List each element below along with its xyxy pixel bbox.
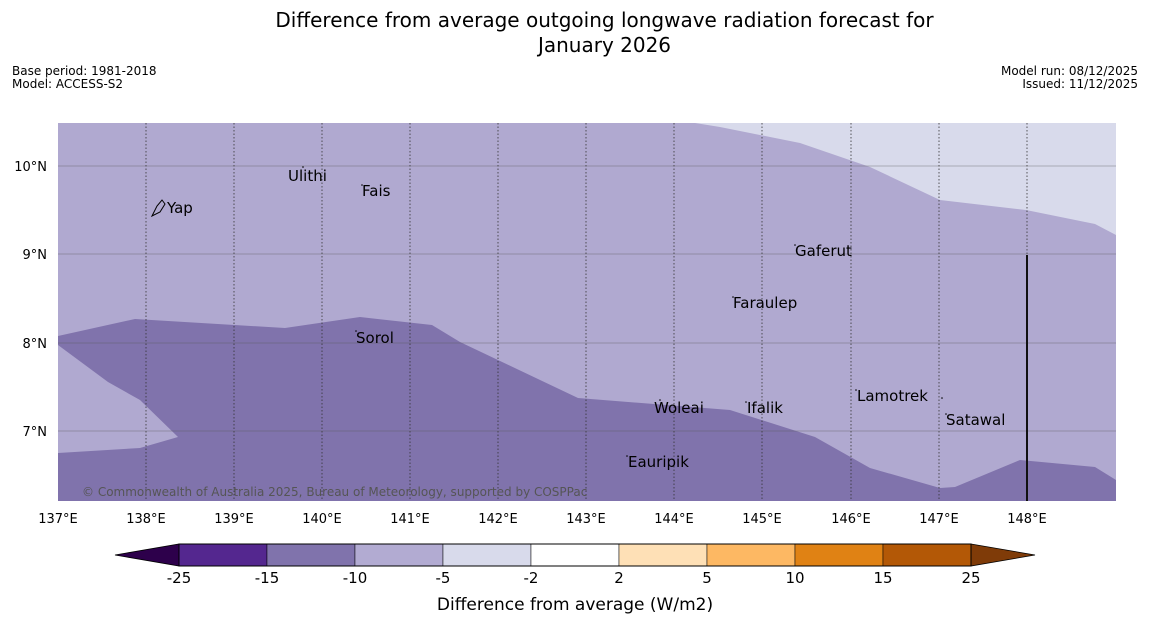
lon-label-139e: 139°E bbox=[214, 512, 254, 527]
colorbar-tick: -25 bbox=[167, 569, 192, 587]
title-line-2: January 2026 bbox=[537, 33, 672, 57]
lon-label-146e: 146°E bbox=[831, 512, 871, 527]
colorbar-segment bbox=[882, 543, 972, 567]
model-name: Model: ACCESS-S2 bbox=[12, 77, 124, 91]
copyright-notice: © Commonwealth of Australia 2025, Bureau… bbox=[82, 485, 587, 499]
chart-title: Difference from average outgoing longwav… bbox=[0, 8, 1150, 58]
place-yap: Yap bbox=[166, 199, 193, 217]
place-ifalik: Ifalik bbox=[747, 399, 783, 417]
region-light-lavender bbox=[695, 123, 1116, 235]
lat-gridlines bbox=[58, 165, 1116, 432]
colorbar-tick: -15 bbox=[255, 569, 280, 587]
lon-label-138e: 138°E bbox=[126, 512, 166, 527]
place-woleai: Woleai bbox=[654, 399, 704, 417]
place-fais: Fais bbox=[362, 182, 391, 200]
lon-label-147e: 147°E bbox=[919, 512, 959, 527]
meta-right: Model run: 08/12/2025 Issued: 11/12/2025 bbox=[1001, 65, 1138, 91]
lon-label-137e: 137°E bbox=[38, 512, 78, 527]
meta-left: Base period: 1981-2018 Model: ACCESS-S2 bbox=[12, 65, 157, 91]
place-ulithi: Ulithi bbox=[288, 167, 327, 185]
colorbar-tick-labels: -25 -15 -10 -5 -2 2 5 10 15 25 bbox=[167, 569, 981, 587]
colorbar-segment bbox=[354, 543, 444, 567]
lat-label-10n: 10°N bbox=[14, 160, 47, 175]
colorbar-segment bbox=[618, 543, 708, 567]
lon-label-143e: 143°E bbox=[566, 512, 606, 527]
lon-label-142e: 142°E bbox=[478, 512, 518, 527]
colorbar-tick: -10 bbox=[343, 569, 368, 587]
colorbar-segment bbox=[530, 543, 620, 567]
colorbar-underflow bbox=[114, 543, 180, 567]
colorbar: -25 -15 -10 -5 -2 2 5 10 15 25 Differenc… bbox=[114, 543, 1036, 615]
colorbar-tick: -5 bbox=[436, 569, 451, 587]
gridlines bbox=[145, 123, 1028, 501]
colorbar-segment bbox=[266, 543, 356, 567]
colorbar-segment bbox=[794, 543, 884, 567]
island-dots bbox=[302, 166, 947, 457]
colorbar-tick: 5 bbox=[702, 569, 712, 587]
place-satawal: Satawal bbox=[946, 411, 1005, 429]
colorbar-frame bbox=[178, 543, 972, 567]
lon-axis-labels: 137°E 138°E 139°E 140°E 141°E 142°E 143°… bbox=[38, 512, 1047, 527]
place-eauripik: Eauripik bbox=[628, 453, 689, 471]
yap-island-outline bbox=[150, 199, 166, 218]
lat-axis-labels: 10°N 9°N 8°N 7°N bbox=[14, 160, 47, 440]
map-area: Ulithi Fais Yap Gaferut Faraulep Sorol L… bbox=[58, 123, 1116, 501]
model-run: Model run: 08/12/2025 bbox=[1000, 64, 1138, 78]
colorbar-tick: 2 bbox=[614, 569, 624, 587]
colorbar-segment bbox=[706, 543, 796, 567]
lon-label-141e: 141°E bbox=[390, 512, 430, 527]
colorbar-segment bbox=[178, 543, 268, 567]
colorbar-tick: 10 bbox=[785, 569, 804, 587]
colorbar-tick: 25 bbox=[961, 569, 980, 587]
lon-label-148e: 148°E bbox=[1007, 512, 1047, 527]
lat-label-9n: 9°N bbox=[23, 248, 48, 263]
colorbar-tick: 15 bbox=[873, 569, 892, 587]
lon-label-140e: 140°E bbox=[302, 512, 342, 527]
colorbar-tick: -2 bbox=[524, 569, 539, 587]
colorbar-title: Difference from average (W/m2) bbox=[437, 595, 713, 615]
place-labels: Ulithi Fais Yap Gaferut Faraulep Sorol L… bbox=[166, 167, 1005, 471]
colorbar-overflow bbox=[970, 543, 1036, 567]
lat-label-7n: 7°N bbox=[23, 425, 48, 440]
issued-date: Issued: 11/12/2025 bbox=[1022, 77, 1138, 91]
place-gaferut: Gaferut bbox=[795, 242, 852, 260]
place-lamotrek: Lamotrek bbox=[857, 387, 928, 405]
place-faraulep: Faraulep bbox=[733, 294, 797, 312]
colorbar-segment bbox=[442, 543, 532, 567]
lon-label-144e: 144°E bbox=[654, 512, 694, 527]
place-sorol: Sorol bbox=[356, 329, 394, 347]
lat-label-8n: 8°N bbox=[23, 337, 48, 352]
lon-label-145e: 145°E bbox=[742, 512, 782, 527]
region-purple bbox=[58, 317, 1116, 501]
title-line-1: Difference from average outgoing longwav… bbox=[275, 8, 934, 32]
base-period: Base period: 1981-2018 bbox=[12, 64, 157, 78]
